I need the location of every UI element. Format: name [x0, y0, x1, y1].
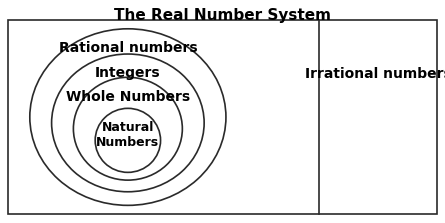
- Text: Natural
Numbers: Natural Numbers: [96, 121, 159, 149]
- Text: The Real Number System: The Real Number System: [114, 8, 331, 23]
- Bar: [8, 20, 437, 214]
- Text: Whole Numbers: Whole Numbers: [66, 90, 190, 103]
- Text: Rational numbers: Rational numbers: [59, 41, 197, 55]
- Text: Irrational numbers: Irrational numbers: [305, 67, 445, 81]
- Text: Integers: Integers: [95, 66, 161, 80]
